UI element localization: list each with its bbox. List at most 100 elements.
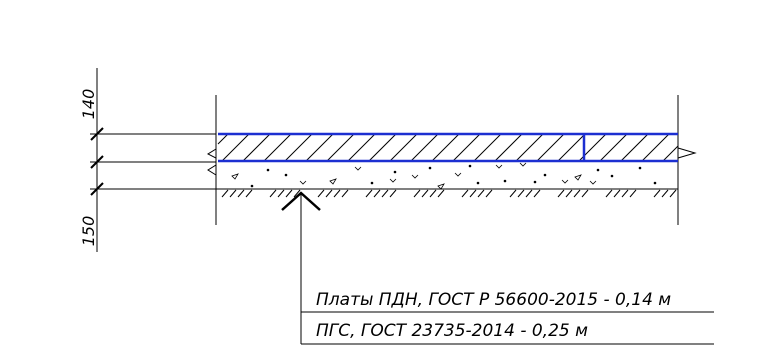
- slab-hatch-line: [389, 133, 418, 162]
- ground-hatch-line: [245, 189, 253, 198]
- ground-hatch: [221, 189, 677, 198]
- ground-hatch-line: [285, 189, 293, 198]
- ground-hatch-line: [365, 189, 373, 198]
- ground-hatch-line: [421, 189, 429, 198]
- dimension-label-top: 140: [79, 89, 98, 120]
- ground-hatch-line: [653, 189, 661, 198]
- slab-outline: [218, 132, 678, 163]
- slab-hatch-line: [515, 133, 544, 162]
- ground-hatch-line: [325, 189, 333, 198]
- ground-hatch-line: [517, 189, 525, 198]
- aggregate-dot: [476, 181, 480, 185]
- slab-hatch-line: [368, 133, 397, 162]
- slab-hatch-line: [410, 133, 439, 162]
- aggregate-dot: [610, 174, 614, 178]
- ground-hatch-line: [237, 189, 245, 198]
- callout-text-slabs: Платы ПДН, ГОСТ Р 56600-2015 - 0,14 м: [316, 290, 671, 310]
- ground-hatch-line: [269, 189, 277, 198]
- aggregate-triangle: [574, 174, 582, 181]
- slab-hatch-line: [536, 133, 565, 162]
- aggregate-dot: [468, 164, 472, 168]
- ground-hatch-line: [429, 189, 437, 198]
- ground-hatch-line: [573, 189, 581, 198]
- ground-hatch-line: [469, 189, 477, 198]
- aggregate-dot: [266, 168, 270, 172]
- ground-hatch-line: [437, 189, 445, 198]
- aggregate-tick: [354, 166, 362, 171]
- callout-text-sand-gravel: ПГС, ГОСТ 23735-2014 - 0,25 м: [316, 321, 588, 341]
- slab-hatch-line: [217, 133, 229, 145]
- ground-hatch-line: [373, 189, 381, 198]
- slab-hatch-line: [599, 133, 628, 162]
- aggregate-dot: [284, 173, 288, 177]
- slab-hatch-line: [347, 133, 376, 162]
- aggregate-triangle: [231, 173, 239, 180]
- ground-hatch-line: [557, 189, 565, 198]
- ground-hatch-line: [389, 189, 397, 198]
- slab-hatch-line: [452, 133, 481, 162]
- dimension-ticks: [90, 127, 104, 196]
- slab-hatch-line: [473, 133, 502, 162]
- ground-hatch-line: [317, 189, 325, 198]
- ground-hatch-line: [605, 189, 613, 198]
- dimension-label-bottom: 150: [79, 216, 98, 247]
- aggregate-tick: [454, 172, 462, 177]
- aggregate-tick: [589, 180, 597, 185]
- aggregate-dot: [428, 166, 432, 170]
- aggregate-dot: [250, 184, 254, 188]
- ground-hatch-line: [533, 189, 541, 198]
- ground-hatch-line: [229, 189, 237, 198]
- ground-hatch-line: [277, 189, 285, 198]
- ground-hatch-line: [621, 189, 629, 198]
- slab-hatch-line: [494, 133, 523, 162]
- ground-hatch-line: [669, 189, 677, 198]
- slab-hatch-line: [263, 133, 292, 162]
- ground-hatch-line: [477, 189, 485, 198]
- ground-hatch-line: [581, 189, 589, 198]
- aggregate-dot: [596, 168, 600, 172]
- slab-hatch-line: [221, 133, 250, 162]
- aggregate-dot: [370, 181, 374, 185]
- ground-hatch-line: [221, 189, 229, 198]
- break-line-right: [677, 147, 697, 159]
- slab-hatch-line: [641, 133, 670, 162]
- ground-hatch-line: [525, 189, 533, 198]
- slab-hatch-line: [326, 133, 355, 162]
- aggregate-triangle: [329, 178, 337, 185]
- ground-hatch-line: [661, 189, 669, 198]
- ground-hatch-line: [293, 189, 301, 198]
- aggregate-dot: [653, 181, 657, 185]
- aggregate-tick: [411, 174, 419, 179]
- sand-gravel-aggregate-marks: [231, 162, 657, 190]
- aggregate-dot: [503, 179, 507, 183]
- ground-hatch-line: [565, 189, 573, 198]
- aggregate-tick: [495, 164, 503, 169]
- slab-hatch-line: [284, 133, 313, 162]
- break-line-left: [206, 148, 217, 176]
- slab-hatch-line: [620, 133, 649, 162]
- aggregate-dot: [543, 173, 547, 177]
- ground-hatch-line: [509, 189, 517, 198]
- aggregate-dot: [533, 180, 537, 184]
- ground-hatch-line: [629, 189, 637, 198]
- slab-hatch-line: [305, 133, 334, 162]
- ground-hatch-line: [613, 189, 621, 198]
- slab-hatch: [217, 133, 679, 162]
- aggregate-tick: [561, 179, 569, 184]
- slab-hatch-line: [431, 133, 460, 162]
- aggregate-tick: [389, 178, 397, 183]
- aggregate-tick: [519, 162, 527, 167]
- ground-hatch-line: [381, 189, 389, 198]
- ground-hatch-line: [341, 189, 349, 198]
- aggregate-tick: [299, 180, 307, 185]
- slab-hatch-line: [557, 133, 586, 162]
- ground-hatch-line: [413, 189, 421, 198]
- aggregate-dot: [393, 170, 397, 174]
- slab-hatch-line: [242, 133, 271, 162]
- slab-hatch-line: [662, 145, 679, 162]
- ground-hatch-line: [485, 189, 493, 198]
- aggregate-dot: [638, 166, 642, 170]
- ground-hatch-line: [333, 189, 341, 198]
- aggregate-triangle: [437, 183, 445, 190]
